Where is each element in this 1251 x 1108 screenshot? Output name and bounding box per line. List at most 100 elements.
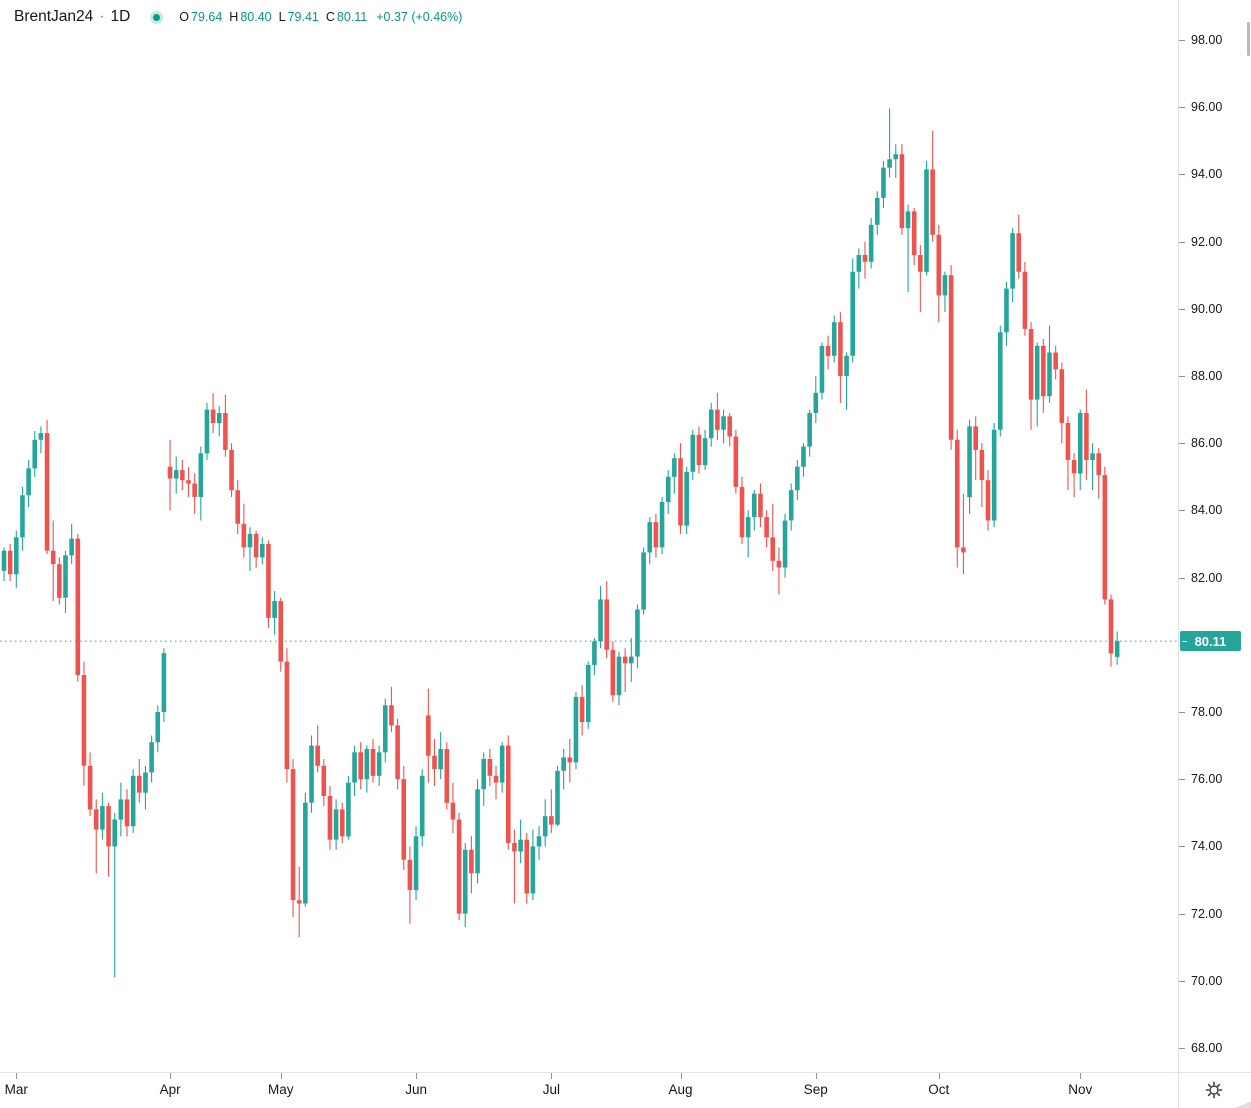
candle xyxy=(647,517,653,565)
candle xyxy=(770,503,776,571)
candle xyxy=(696,426,702,474)
month-tick xyxy=(16,1073,18,1079)
candle xyxy=(561,749,566,790)
candle xyxy=(831,315,837,363)
price-axis[interactable]: 80.11 98.00 96.00 94.00 92.00 90.00 88.00 86.0… xyxy=(1178,0,1251,1072)
candle xyxy=(309,735,314,813)
candle xyxy=(665,470,671,514)
candle xyxy=(137,759,142,803)
price-axis-tick xyxy=(1179,1048,1185,1049)
candle xyxy=(850,258,855,363)
open-value: 79.64 xyxy=(191,10,223,24)
candle xyxy=(112,812,117,978)
price-tick-label: 84.00 xyxy=(1191,503,1223,518)
price-tick-label: 68.00 xyxy=(1191,1041,1223,1055)
candle xyxy=(272,591,277,635)
candle xyxy=(395,718,400,790)
candle xyxy=(592,638,597,676)
price-tick-label: 76.00 xyxy=(1191,772,1223,787)
month-tick xyxy=(938,1073,940,1079)
candle xyxy=(118,782,124,837)
candle xyxy=(672,453,677,494)
candle xyxy=(100,792,105,840)
candle xyxy=(303,792,308,907)
price-axis-tick xyxy=(1179,241,1185,243)
candle xyxy=(487,749,493,786)
candle xyxy=(290,759,296,917)
legend-separator: · xyxy=(99,8,105,25)
candle xyxy=(315,725,320,773)
price-tick-label: 94.00 xyxy=(1191,167,1223,182)
candle xyxy=(844,352,849,410)
candle xyxy=(180,460,185,491)
candle xyxy=(339,802,345,843)
candle xyxy=(499,742,505,793)
candle xyxy=(81,661,87,786)
candle xyxy=(438,732,443,780)
price-axis-tick xyxy=(1179,913,1185,915)
candle xyxy=(653,513,659,558)
price-axis-tick xyxy=(1179,510,1185,512)
candle xyxy=(38,426,44,454)
candle xyxy=(856,248,862,289)
candle xyxy=(985,470,991,531)
candle xyxy=(635,604,640,669)
candle xyxy=(758,483,763,528)
candle xyxy=(530,829,536,901)
settings-gear-button[interactable] xyxy=(1201,1077,1227,1103)
month-label-sep: Sep xyxy=(803,1082,828,1097)
candle xyxy=(383,698,388,763)
badge-tick xyxy=(1182,641,1187,643)
scrollbar-thumb[interactable] xyxy=(1247,22,1250,56)
last-price-value: 80.11 xyxy=(1194,633,1227,649)
candle xyxy=(881,161,886,208)
candle xyxy=(75,533,81,682)
symbol-title[interactable]: BrentJan24 xyxy=(14,8,94,25)
candle xyxy=(684,466,689,534)
candle xyxy=(610,641,616,702)
candle xyxy=(413,826,419,901)
candle xyxy=(536,826,542,860)
candle xyxy=(7,544,13,581)
high-value: 80.40 xyxy=(240,10,272,24)
candle xyxy=(629,638,634,682)
candle xyxy=(604,581,609,659)
candle xyxy=(333,799,339,850)
candle xyxy=(63,550,68,613)
candle xyxy=(567,738,573,783)
candle xyxy=(745,510,751,558)
candle xyxy=(296,866,302,938)
price-tick-label: 72.00 xyxy=(1191,906,1223,921)
candle xyxy=(573,691,579,770)
candle xyxy=(327,785,333,850)
resize-handle[interactable] xyxy=(1232,1101,1251,1108)
candle xyxy=(948,265,954,450)
candle xyxy=(173,456,179,494)
candle xyxy=(782,513,788,578)
time-axis[interactable]: Mar Apr May Jun Jul Aug Sep Oct Nov xyxy=(0,1072,1178,1108)
candle xyxy=(585,661,591,729)
candle xyxy=(1114,631,1120,665)
candle xyxy=(1016,214,1022,279)
candle xyxy=(352,745,357,796)
candle xyxy=(795,460,800,501)
candlestick-chart[interactable] xyxy=(0,0,1178,1072)
candle xyxy=(1010,228,1015,303)
candle xyxy=(899,144,905,235)
open-label: O xyxy=(179,10,190,24)
candle xyxy=(370,738,376,783)
candle xyxy=(1077,409,1083,491)
candle xyxy=(149,735,154,783)
candle xyxy=(229,443,234,497)
candle xyxy=(549,789,554,833)
candle xyxy=(1034,342,1040,427)
interval-label[interactable]: 1D xyxy=(110,8,131,25)
price-tick-label: 96.00 xyxy=(1191,100,1223,115)
candle xyxy=(616,651,622,706)
ohlc-values: O 79.64 H 80.40 L 79.41 C 80.11 +0.37 (+0.46… xyxy=(179,10,462,24)
candle xyxy=(419,769,425,847)
price-tick-label: 88.00 xyxy=(1191,369,1223,383)
candle xyxy=(124,789,130,837)
price-tick-label: 86.00 xyxy=(1191,436,1223,451)
candle xyxy=(733,429,739,494)
